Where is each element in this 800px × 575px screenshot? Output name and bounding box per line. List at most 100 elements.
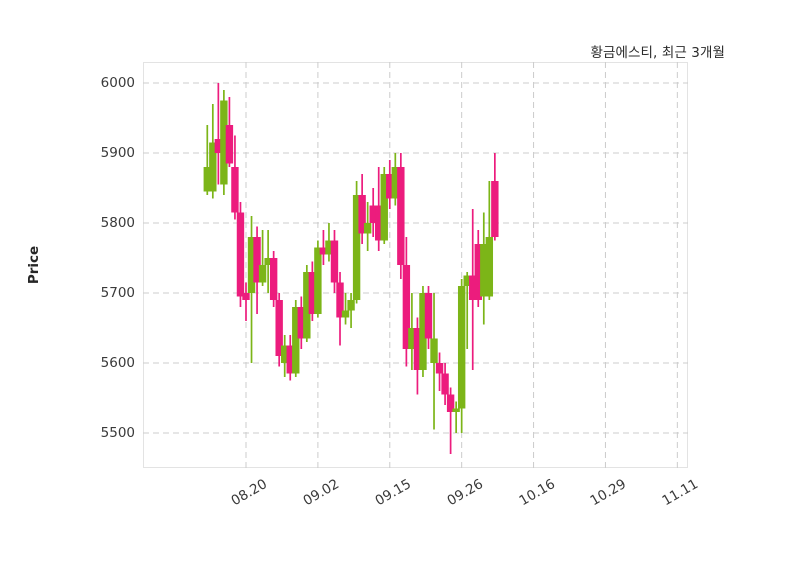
candlestick <box>369 188 377 237</box>
candlestick <box>275 293 283 367</box>
candlestick <box>463 272 471 349</box>
candle-body <box>225 125 234 164</box>
candlestick <box>380 167 388 244</box>
plot-area <box>143 62 688 468</box>
candle-body <box>247 237 256 293</box>
candlestick <box>231 135 239 220</box>
candle-body <box>286 345 294 374</box>
candlestick <box>220 90 228 195</box>
candle-body <box>264 258 272 265</box>
candle-body <box>386 174 394 199</box>
candle-body <box>275 300 283 356</box>
candlestick <box>214 83 223 185</box>
candle-body <box>308 272 317 314</box>
candlestick <box>247 216 256 363</box>
candle-body <box>236 212 245 297</box>
candlestick <box>236 202 245 307</box>
x-axis-tick-labels: 08.20 09.02 09.15 09.26 10.16 10.29 11.11 <box>143 470 702 540</box>
candle-body <box>408 328 416 349</box>
candlestick <box>314 240 322 318</box>
candlestick <box>347 293 355 328</box>
candle-body <box>258 265 267 283</box>
candle-body <box>452 408 460 412</box>
y-axis-tick-label: 6000 <box>100 75 135 91</box>
candle-body <box>363 223 372 234</box>
candlestick <box>281 335 289 377</box>
candle-body <box>325 240 333 255</box>
candle-body <box>375 205 383 241</box>
x-axis-tick-label: 10.16 <box>516 476 558 510</box>
candle-body <box>369 205 377 223</box>
candle-body <box>330 240 339 283</box>
candlestick <box>325 223 333 262</box>
candle-body <box>424 293 433 339</box>
candle-body <box>480 244 488 297</box>
candlestick <box>319 230 328 265</box>
y-axis-tick-label: 5500 <box>100 425 135 441</box>
candlestick <box>402 237 411 367</box>
candlestick <box>452 401 460 433</box>
y-axis-tick-label: 5800 <box>100 215 135 231</box>
candle-body <box>319 247 328 255</box>
candle-body <box>474 244 482 300</box>
y-axis-label: Price <box>24 62 44 468</box>
candlestick <box>397 153 405 279</box>
candle-body <box>397 167 405 265</box>
y-axis-tick-label: 5600 <box>100 355 135 371</box>
candlestick <box>424 286 433 349</box>
candlestick <box>480 212 488 325</box>
candle-body <box>292 307 300 374</box>
candlestick <box>264 230 272 293</box>
candle-body <box>435 363 444 374</box>
candle-body <box>253 237 261 283</box>
candlestick <box>303 265 311 342</box>
candle-body <box>341 310 350 318</box>
candlestick <box>386 160 394 209</box>
candlestick <box>375 167 383 251</box>
x-axis-tick-label: 10.29 <box>587 476 630 510</box>
candlestick <box>209 104 217 199</box>
candlestick <box>330 230 339 293</box>
candle-body <box>469 275 477 300</box>
candle-body <box>297 307 305 339</box>
candlestick-series <box>203 83 499 454</box>
candlestick <box>352 181 361 304</box>
candle-body <box>269 258 278 300</box>
candlestick <box>413 317 422 395</box>
candlestick <box>441 363 449 405</box>
plot-background <box>143 62 688 468</box>
candlestick <box>363 202 372 251</box>
candlestick <box>242 282 250 321</box>
x-axis-tick-label: 09.02 <box>300 476 342 510</box>
candle-body <box>402 265 411 349</box>
candle-body <box>485 237 494 297</box>
candle-body <box>419 293 427 370</box>
candle-body <box>242 293 250 300</box>
x-axis-tick-label: 11.11 <box>659 476 702 510</box>
y-axis-tick-label: 5900 <box>100 145 135 161</box>
candlestick <box>469 209 477 370</box>
candlestick <box>430 293 438 430</box>
candlestick <box>446 387 455 454</box>
candlestick <box>419 286 427 377</box>
candle-body <box>430 338 438 363</box>
candle-body <box>352 195 361 300</box>
candle-body <box>303 272 311 339</box>
candle-body <box>358 195 366 234</box>
candlestick <box>203 125 211 195</box>
candle-body <box>380 174 388 241</box>
candlestick <box>292 300 300 377</box>
candlestick <box>253 226 261 314</box>
candlestick <box>435 352 444 391</box>
candlestick <box>286 335 294 381</box>
candlestick <box>491 153 499 241</box>
candlestick <box>336 272 344 346</box>
candlestick <box>391 153 400 206</box>
candlestick <box>408 293 416 370</box>
candle-body <box>391 167 400 199</box>
candlestick <box>341 293 350 325</box>
candlestick <box>485 181 494 300</box>
x-axis-tick-label: 08.20 <box>228 476 270 510</box>
candlestick <box>258 230 267 286</box>
